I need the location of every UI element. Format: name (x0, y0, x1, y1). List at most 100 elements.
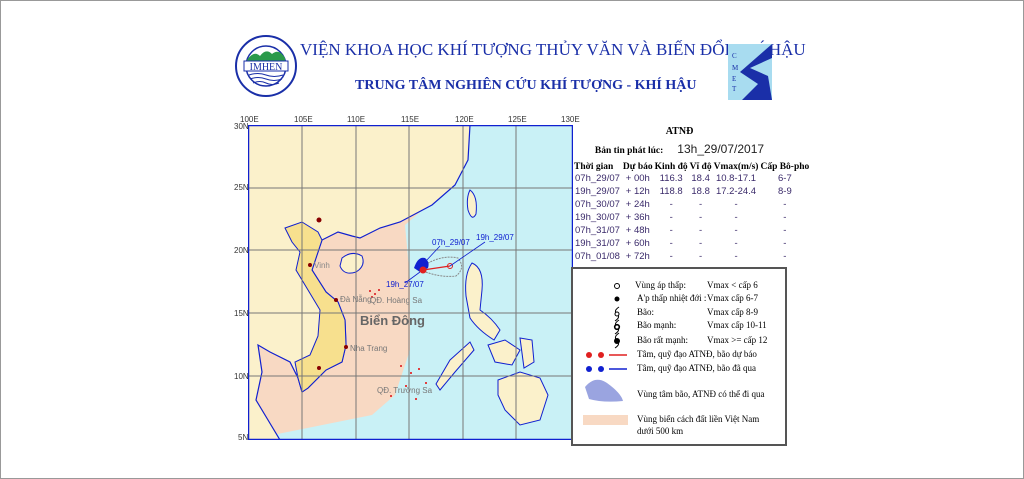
table-cell: 07h_30/07 (575, 199, 620, 210)
panel-title: ATNĐ (665, 126, 694, 137)
table-cell: 07h_29/07 (575, 173, 620, 184)
table-row: 19h_29/07 + 12h 118.8 18.8 17.2-24.4 8-9 (573, 185, 810, 198)
svg-text:E: E (732, 75, 736, 83)
table-cell: - (783, 212, 787, 223)
lat-tick: 20N (234, 246, 249, 255)
track-label: 19h_27/07 (386, 280, 424, 289)
issued-label: Bản tin phát lúc: (594, 146, 664, 156)
table-cell: 18.4 (691, 173, 710, 184)
legend-value: Vmax < cấp 6 (707, 280, 758, 290)
table-cell: 17.2-24.4 (715, 186, 757, 197)
legend-value: Vmax cấp 6-7 (707, 293, 758, 303)
visayas-mindanao (487, 337, 549, 426)
lat-tick: 15N (234, 309, 249, 318)
lat-tick: 10N (234, 372, 249, 381)
storm-map[interactable] (248, 125, 573, 440)
column-header: Vmax(m/s) (713, 162, 759, 172)
lon-tick: 115E (401, 115, 420, 124)
legend-value: Vmax >= cấp 12 (707, 335, 768, 345)
table-row: 07h_01/08 + 72h - - - - (573, 250, 810, 263)
lon-tick: 110E (347, 115, 366, 124)
table-row: 19h_30/07 + 36h - - - - (573, 211, 810, 224)
issued-value: 13h_29/07/2017 (677, 142, 765, 156)
city-marker (334, 298, 338, 302)
lon-tick: 105E (294, 115, 313, 124)
low-pressure-icon (614, 283, 620, 289)
legend: Vùng áp thấp: Vmax < cấp 6 A'p thấp nhiệ… (571, 267, 787, 446)
table-cell: - (734, 238, 738, 249)
table-row: 07h_29/07 + 00h 116.3 18.4 10.8-17.1 6-7 (573, 172, 810, 185)
spratly-islands (390, 365, 427, 400)
table-cell: 8-9 (778, 186, 792, 197)
lon-tick: 100E (240, 115, 259, 124)
cmetc-logo: CM ET (728, 44, 772, 100)
city-marker (344, 345, 348, 349)
table-cell: + 72h (625, 251, 650, 262)
table-row: 19h_31/07 + 60h - - - - (573, 237, 810, 250)
svg-text:IMHEN: IMHEN (250, 62, 283, 73)
table-cell: - (669, 238, 673, 249)
table-cell: - (699, 238, 703, 249)
taiwan (466, 189, 477, 218)
track-label: 19h_29/07 (476, 233, 514, 242)
hainan (339, 252, 364, 274)
column-header: Dự báo (622, 162, 653, 172)
table-cell: 19h_30/07 (575, 212, 620, 223)
table-cell: - (734, 199, 738, 210)
issued-time: Bản tin phát lúc: 13h_29/07/2017 (573, 142, 786, 156)
table-cell: + 48h (625, 225, 650, 236)
table-cell: - (699, 199, 703, 210)
paracel-islands (369, 289, 380, 298)
tropical-depression-icon (614, 296, 620, 302)
table-cell: - (669, 212, 673, 223)
table-cell: 19h_31/07 (575, 238, 620, 249)
table-cell: - (669, 199, 673, 210)
lat-tick: 30N (234, 122, 249, 131)
imhen-logo: IMHEN (235, 35, 297, 97)
forecast-table: Thời gian Dự báo Kinh độ Vĩ độ Vmax(m/s) Cấp … (573, 162, 810, 263)
track-label: 07h_29/07 (432, 238, 470, 247)
table-cell: 18.8 (691, 186, 710, 197)
table-row: 07h_30/07 + 24h - - - - (573, 198, 810, 211)
table-cell: - (699, 225, 703, 236)
place-label: QĐ. Hoàng Sa (370, 296, 423, 305)
table-cell: 6-7 (778, 173, 792, 184)
table-cell: - (783, 238, 787, 249)
hanoi-capital-icon (316, 217, 322, 223)
legend-value: Vmax cấp 10-11 (707, 320, 767, 330)
legend-label: Vùng áp thấp: (635, 280, 686, 290)
legend-symbols (583, 283, 628, 425)
legend-label: Tâm, quỹ đạo ATNĐ, bão đã qua (637, 363, 756, 373)
lat-tick: 25N (234, 183, 249, 192)
table-cell: 118.8 (659, 186, 683, 197)
table-cell: 07h_01/08 (575, 251, 620, 262)
table-cell: 10.8-17.1 (715, 173, 757, 184)
table-cell: + 12h (625, 186, 650, 197)
city-marker (317, 366, 321, 370)
table-cell: - (783, 251, 787, 262)
place-label: Đà Nẵng (340, 295, 372, 304)
place-label: QĐ. Trường Sa (377, 386, 433, 395)
column-header: Cấp Bô-pho (760, 162, 810, 172)
table-cell: - (783, 225, 787, 236)
lon-tick: 130E (561, 115, 580, 124)
table-cell: + 36h (625, 212, 650, 223)
legend-label: Bão mạnh: (637, 320, 677, 330)
legend-label: dưới 500 km (637, 426, 684, 436)
storm-center-current[interactable] (419, 266, 427, 274)
graticule (248, 125, 573, 440)
table-cell: - (699, 251, 703, 262)
column-header: Thời gian (574, 162, 614, 172)
luzon (465, 262, 501, 341)
table-cell: + 60h (625, 238, 650, 249)
label-leaders (404, 241, 486, 284)
zone500-icon (583, 415, 628, 425)
table-cell: 07h_31/07 (575, 225, 620, 236)
storm-center-forecast[interactable] (447, 263, 453, 269)
table-cell: 19h_29/07 (575, 186, 620, 197)
legend-label: Vùng tâm bão, ATNĐ có thể đi qua (637, 389, 765, 399)
legend-value: Vmax cấp 8-9 (707, 307, 758, 317)
table-cell: - (669, 225, 673, 236)
table-cell: - (734, 225, 738, 236)
forecast-panel: ATNĐ Bản tin phát lúc: 13h_29/07/2017 Th… (573, 125, 809, 263)
